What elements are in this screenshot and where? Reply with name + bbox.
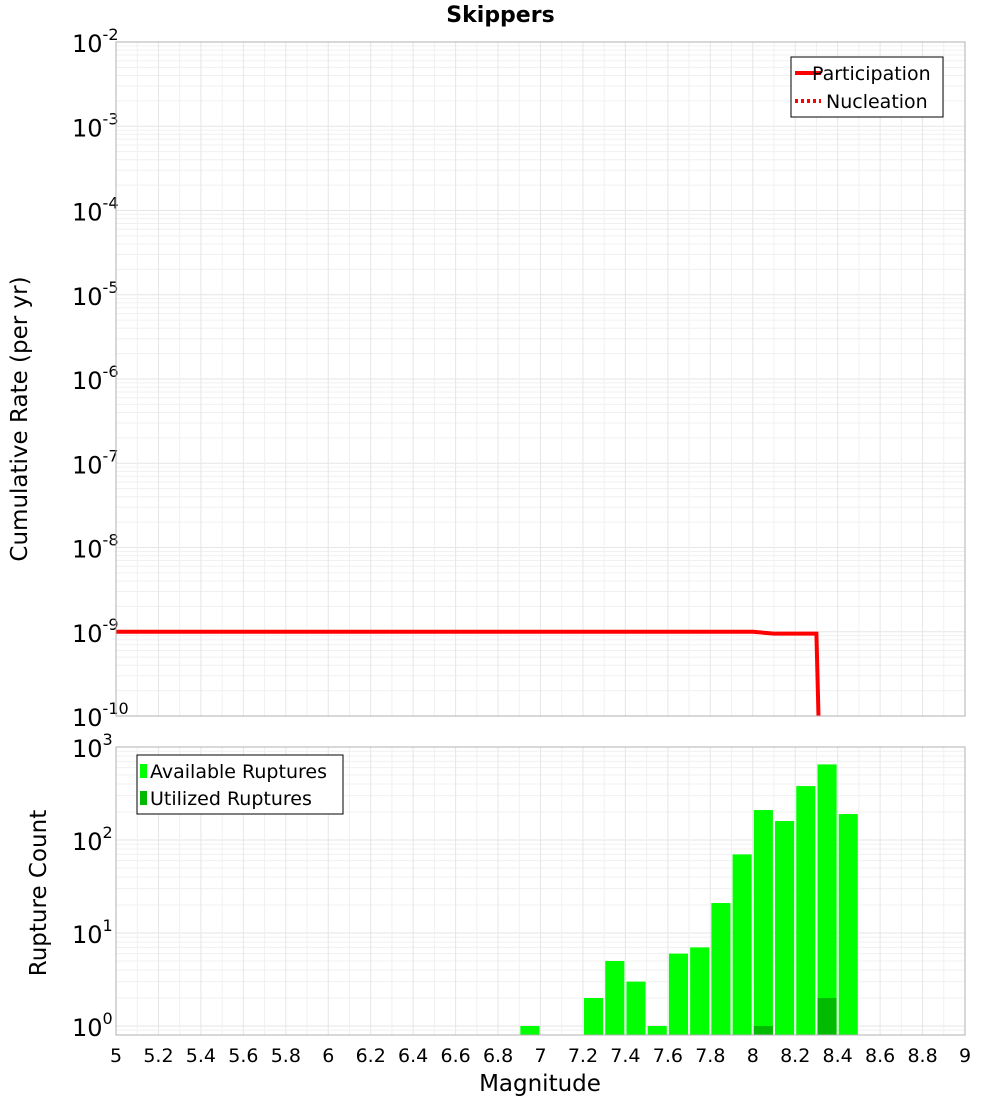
tick-base: 10 (72, 828, 103, 856)
utilized-ruptures-bar (817, 997, 837, 1035)
tick-base: 10 (72, 620, 103, 648)
utilized-ruptures-bar (753, 1025, 773, 1035)
tick-exponent: -3 (103, 109, 119, 128)
tick-exponent: -7 (103, 446, 119, 465)
legend-box (790, 56, 944, 118)
tick-exponent: 0 (103, 1009, 113, 1028)
x-tick-label: 6.2 (356, 1045, 386, 1067)
available-ruptures-bar (626, 981, 646, 1035)
legend-box (136, 754, 344, 815)
legend-label-nucleation: Nucleation (826, 91, 928, 113)
tick-base: 10 (72, 536, 103, 564)
x-tick-label: 7 (534, 1045, 546, 1067)
x-tick-label: 6.6 (440, 1045, 470, 1067)
count-y-tick-label: 100 (72, 1009, 113, 1042)
rate-panel-grid (115, 41, 966, 717)
tick-exponent: -9 (103, 615, 119, 634)
tick-exponent: 2 (103, 823, 113, 842)
tick-base: 10 (72, 30, 103, 58)
x-tick-label: 7.6 (653, 1045, 683, 1067)
x-tick-label: 5 (110, 1045, 122, 1067)
tick-base: 10 (72, 451, 103, 479)
count-y-tick-label: 103 (72, 730, 113, 763)
tick-base: 10 (72, 283, 103, 311)
x-tick-label: 8 (747, 1045, 759, 1067)
tick-base: 10 (72, 199, 103, 227)
x-tick-label: 8.8 (907, 1045, 937, 1067)
tick-base: 10 (72, 367, 103, 395)
x-tick-label: 5.8 (271, 1045, 301, 1067)
tick-exponent: -6 (103, 362, 119, 381)
available-ruptures-bar (647, 1025, 667, 1035)
tick-base: 10 (72, 114, 103, 142)
x-tick-label: 8.2 (780, 1045, 810, 1067)
x-tick-label: 6.8 (483, 1045, 513, 1067)
rate-y-tick-label: 10-8 (72, 531, 119, 564)
available-ruptures-bar (668, 953, 689, 1035)
x-tick-label: 7.2 (568, 1045, 598, 1067)
tick-base: 10 (72, 735, 103, 763)
x-tick-label: 8.4 (823, 1045, 853, 1067)
x-tick-label: 7.4 (610, 1045, 640, 1067)
tick-base: 10 (72, 921, 103, 949)
available-ruptures-bar (796, 786, 816, 1035)
count-y-axis-label: Rupture Count (26, 810, 52, 976)
available-ruptures-bar (711, 903, 731, 1035)
legend-swatch-utilized-ruptures (140, 791, 147, 805)
x-tick-label: 9 (959, 1045, 971, 1067)
rate-y-axis-label: Cumulative Rate (per yr) (7, 276, 33, 561)
rate-plot-frame (115, 41, 966, 717)
available-ruptures-bar (690, 947, 710, 1035)
count-y-tick-label: 102 (72, 823, 113, 856)
available-ruptures-bar (732, 854, 752, 1035)
rate-y-tick-label: 10-5 (72, 278, 119, 311)
tick-base: 10 (72, 704, 103, 732)
available-ruptures-bar (817, 764, 837, 1035)
rate-y-tick-label: 10-9 (72, 615, 119, 648)
available-ruptures-bar (838, 814, 858, 1035)
tick-exponent: -4 (103, 194, 119, 213)
available-ruptures-bar (775, 821, 795, 1035)
tick-exponent: 1 (103, 916, 113, 935)
rate-legend: Participation Nucleation (790, 56, 944, 118)
x-tick-label: 7.8 (695, 1045, 725, 1067)
x-tick-label: 6 (322, 1045, 334, 1067)
x-tick-label: 5.4 (186, 1045, 216, 1067)
tick-exponent: -8 (103, 531, 119, 550)
tick-exponent: -5 (103, 278, 119, 297)
available-ruptures-bar (753, 810, 773, 1035)
rate-y-tick-label: 10-7 (72, 446, 119, 479)
x-axis-label: Magnitude (479, 1071, 601, 1097)
count-legend: Available Ruptures Utilized Ruptures (136, 754, 344, 815)
rate-y-tick-label: 10-4 (72, 194, 119, 227)
available-ruptures-bar (520, 1025, 540, 1035)
available-ruptures-bar (605, 960, 625, 1035)
legend-swatch-available-ruptures (140, 764, 147, 778)
tick-exponent: 3 (103, 730, 113, 749)
count-plot-frame (115, 746, 966, 1036)
tick-base: 10 (72, 1014, 103, 1042)
legend-label-available-ruptures: Available Ruptures (150, 761, 327, 783)
rate-y-tick-label: 10-6 (72, 362, 119, 395)
tick-exponent: -2 (103, 25, 119, 44)
available-ruptures-bar (584, 997, 604, 1035)
count-y-tick-label: 101 (72, 916, 113, 949)
legend-label-participation: Participation (812, 63, 931, 85)
x-tick-label: 6.4 (398, 1045, 428, 1067)
series-line-participation (116, 629, 821, 717)
legend-label-utilized-ruptures: Utilized Ruptures (150, 788, 312, 810)
rate-y-tick-label: 10-3 (72, 109, 119, 142)
x-tick-label: 5.6 (228, 1045, 258, 1067)
rate-y-tick-label: 10-2 (72, 25, 119, 58)
chart-title: Skippers (446, 3, 554, 28)
x-tick-label: 5.2 (143, 1045, 173, 1067)
x-tick-label: 8.6 (865, 1045, 895, 1067)
